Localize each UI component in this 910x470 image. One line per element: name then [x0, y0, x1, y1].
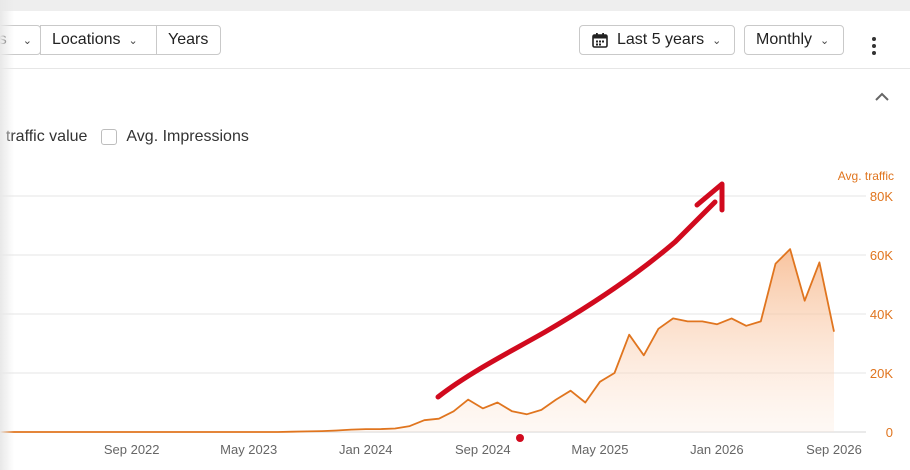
traffic-value-toggle[interactable]: . traffic value [0, 128, 87, 146]
y-tick-label: 40K [870, 307, 893, 322]
chevron-down-icon: ⌄ [128, 34, 138, 47]
traffic-area [0, 249, 834, 432]
y-tick-label: 0 [886, 425, 893, 440]
y-tick-label: 20K [870, 366, 893, 381]
y-tick-label: 80K [870, 189, 893, 204]
chevron-down-icon: ⌄ [22, 34, 32, 47]
x-tick-label: Sep 2024 [455, 442, 511, 457]
annotations [435, 181, 725, 442]
chevron-down-icon: ⌄ [712, 34, 722, 47]
top-band [0, 0, 910, 11]
locations-dropdown-label: Locations [52, 31, 121, 48]
calendar-icon [592, 32, 608, 48]
years-button[interactable]: Years [156, 25, 221, 55]
date-range-label: Last 5 years [617, 31, 705, 48]
x-tick-label: Jan 2024 [339, 442, 393, 457]
dot-annotation [516, 434, 524, 442]
traffic-chart: 0 20K 40K 60K 80K Avg. traffic Sep 2022 May 2… [0, 169, 894, 457]
arrowhead-annotation [694, 181, 725, 213]
y-axis-title: Avg. traffic [838, 169, 894, 183]
x-axis-ticks: Sep 2022 May 2023 Jan 2024 Sep 2024 May 2025… [104, 442, 862, 457]
chevron-up-icon[interactable] [872, 88, 892, 104]
locations-dropdown[interactable]: Locations ⌄ [40, 25, 157, 55]
x-tick-label: Sep 2026 [806, 442, 862, 457]
impressions-label: Avg. Impressions [126, 128, 249, 145]
date-range-dropdown[interactable]: Last 5 years ⌄ [579, 25, 735, 55]
y-axis-ticks: 0 20K 40K 60K 80K [870, 189, 893, 440]
filter-toolbar: s ⌄ Locations ⌄ Years Last 5 years ⌄ Mon… [0, 11, 910, 69]
impressions-toggle[interactable]: Avg. Impressions [101, 128, 249, 146]
y-tick-label: 60K [870, 248, 893, 263]
impressions-checkbox[interactable] [101, 129, 118, 145]
hand-drawn-arrow-annotation [435, 199, 718, 400]
traffic-value-label: . traffic value [0, 128, 88, 145]
metric-toggles: . traffic value Avg. Impressions [0, 126, 249, 148]
x-tick-label: May 2023 [220, 442, 277, 457]
x-tick-label: Sep 2022 [104, 442, 160, 457]
left-edge-shadow [0, 0, 14, 470]
traffic-line [0, 248, 835, 433]
more-options-icon[interactable] [866, 37, 882, 63]
granularity-label: Monthly [756, 31, 813, 48]
x-tick-label: May 2025 [571, 442, 628, 457]
granularity-dropdown[interactable]: Monthly ⌄ [744, 25, 844, 55]
years-button-label: Years [168, 31, 209, 48]
x-tick-label: Jan 2026 [690, 442, 744, 457]
chevron-down-icon: ⌄ [820, 34, 830, 47]
